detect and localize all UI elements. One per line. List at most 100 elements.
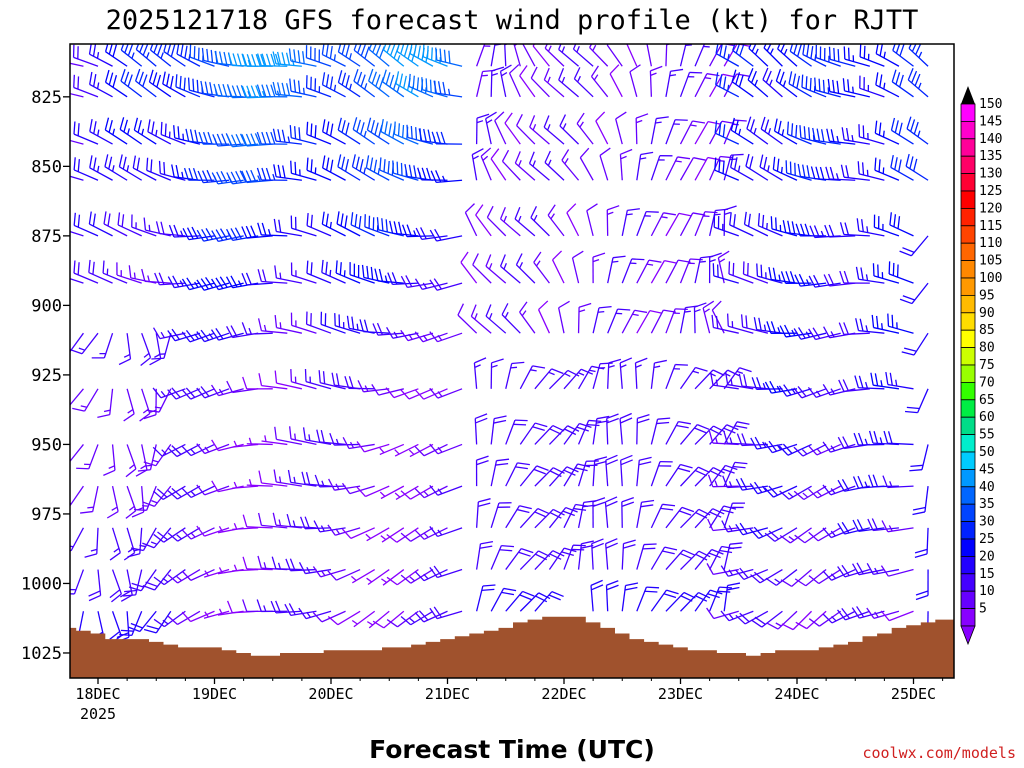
- wind-barb: [735, 522, 769, 536]
- wind-barb: [146, 157, 172, 181]
- wind-barb: [430, 170, 463, 184]
- wind-barb: [543, 115, 565, 145]
- colorbar-label: 75: [979, 358, 995, 373]
- wind-barb: [485, 304, 507, 334]
- wind-barb: [762, 67, 783, 98]
- wind-barb: [288, 426, 317, 446]
- wind-barb: [915, 569, 929, 601]
- wind-barb: [665, 156, 691, 181]
- wind-barb: [708, 252, 722, 284]
- wind-barb: [650, 359, 667, 389]
- wind-barb: [470, 304, 492, 334]
- wind-barb: [880, 610, 914, 622]
- wind-barb: [812, 127, 841, 145]
- wind-barb: [394, 485, 419, 500]
- wind-barb: [133, 117, 157, 145]
- wind-barb: [258, 373, 288, 390]
- wind-barb: [73, 121, 99, 145]
- colorbar-swatch: [960, 399, 976, 418]
- colorbar-swatch: [960, 573, 976, 592]
- wind-barb: [785, 160, 812, 181]
- wind-barb: [167, 527, 201, 542]
- wind-barb: [880, 565, 914, 577]
- wind-barb: [380, 119, 405, 145]
- x-axis: 18DEC 19DEC 20DEC 21DEC 22DEC 23DEC 24DEC 25DEC…: [75, 678, 944, 723]
- wind-barb: [241, 225, 273, 239]
- colorbar-label: 60: [979, 410, 995, 425]
- wind-barb: [607, 255, 626, 284]
- wind-barb: [621, 497, 635, 528]
- wind-barb: [899, 282, 929, 305]
- wind-barb: [352, 117, 376, 145]
- wind-barb: [273, 218, 302, 237]
- wind-barb: [73, 157, 99, 181]
- wind-barb: [290, 160, 317, 181]
- wind-barb: [636, 210, 659, 237]
- wind-barb: [88, 211, 113, 237]
- wind-barb: [747, 67, 769, 98]
- wind-barb: [353, 68, 376, 98]
- colorbar-label: 25: [979, 532, 995, 547]
- wind-barb: [298, 562, 332, 575]
- wind-barb: [167, 610, 201, 626]
- wind-barb: [887, 313, 914, 334]
- wind-barb: [723, 367, 752, 390]
- wind-barb: [273, 164, 302, 181]
- x-axis-label: Forecast Time (UTC): [369, 735, 655, 764]
- wind-barb: [619, 148, 633, 181]
- wind-barb: [289, 78, 317, 98]
- wind-barb: [257, 269, 288, 284]
- wind-barb: [579, 147, 594, 181]
- x-tick-label: 18DEC: [75, 685, 120, 703]
- wind-barb: [181, 387, 215, 400]
- wind-barb: [775, 68, 798, 98]
- colorbar-label: 20: [979, 549, 995, 564]
- wind-barb: [306, 121, 332, 145]
- wind-barb: [313, 520, 346, 533]
- wind-barb: [694, 589, 723, 612]
- wind-barb: [256, 53, 288, 67]
- wind-barb: [882, 475, 914, 489]
- wind-barb: [728, 261, 754, 284]
- wind-barb: [856, 218, 885, 237]
- wind-barb: [460, 251, 478, 284]
- wind-barb: [494, 111, 507, 145]
- wind-barb: [890, 117, 914, 145]
- wind-barb: [232, 523, 259, 531]
- wind-barb: [356, 441, 390, 453]
- wind-barb: [181, 443, 215, 457]
- wind-barb: [649, 65, 663, 97]
- credit-link[interactable]: coolwx.com/models: [862, 744, 1016, 762]
- wind-barb: [693, 302, 707, 334]
- wind-barb: [246, 437, 273, 446]
- wind-barb: [665, 420, 691, 445]
- wind-barb: [241, 272, 273, 286]
- wind-barb: [232, 440, 259, 448]
- wind-barb: [232, 564, 259, 572]
- wind-barb: [634, 357, 648, 389]
- wind-barb: [665, 506, 695, 529]
- wind-barb: [289, 125, 317, 145]
- wind-barb: [563, 422, 592, 445]
- wind-barb: [322, 155, 346, 181]
- wind-barbs: [70, 44, 929, 645]
- wind-barb: [225, 227, 259, 241]
- wind-barb: [723, 430, 754, 446]
- wind-barb: [712, 263, 739, 284]
- wind-barb: [505, 462, 530, 487]
- wind-barb: [471, 148, 484, 181]
- wind-barb: [272, 81, 302, 98]
- wind-barb: [400, 388, 434, 400]
- wind-barb: [839, 222, 870, 237]
- wind-barb: [140, 332, 152, 366]
- wind-barb: [142, 527, 172, 549]
- wind-barb: [591, 538, 604, 570]
- wind-barb: [606, 205, 620, 236]
- wind-barb: [679, 366, 708, 390]
- wind-barb: [400, 527, 434, 542]
- wind-barb: [729, 212, 754, 237]
- wind-barb: [389, 220, 419, 237]
- wind-barb: [167, 485, 201, 500]
- wind-barb: [619, 357, 633, 389]
- colorbar-swatch: [960, 121, 976, 140]
